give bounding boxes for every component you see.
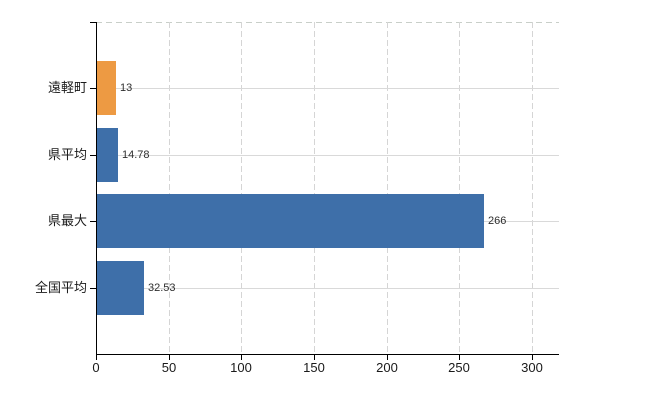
bar-value-label: 32.53 xyxy=(148,282,176,294)
y-tick xyxy=(90,155,96,156)
plot-top-border xyxy=(96,22,559,23)
category-label-全国平均: 全国平均 xyxy=(34,280,87,295)
y-gridline xyxy=(96,155,559,156)
x-axis-line xyxy=(96,354,559,355)
x-gridline xyxy=(314,22,315,354)
category-label-県最大: 県最大 xyxy=(47,213,87,228)
bar-value-label: 13 xyxy=(120,82,133,94)
x-gridline xyxy=(387,22,388,354)
y-axis-line xyxy=(96,22,97,355)
y-tick xyxy=(90,288,96,289)
x-tick xyxy=(532,355,533,360)
x-tick-label: 0 xyxy=(92,360,100,375)
x-gridline xyxy=(169,22,170,354)
x-tick xyxy=(169,355,170,360)
x-tick xyxy=(241,355,242,360)
x-tick xyxy=(96,355,97,360)
category-label-遠軽町: 遠軽町 xyxy=(47,80,87,95)
x-tick-label: 100 xyxy=(230,360,252,375)
x-gridline xyxy=(532,22,533,354)
category-label-県平均: 県平均 xyxy=(47,147,87,162)
x-tick-label: 250 xyxy=(448,360,470,375)
bar-県平均 xyxy=(97,128,118,182)
x-tick-label: 300 xyxy=(521,360,543,375)
y-gridline xyxy=(96,288,559,289)
y-tick xyxy=(90,221,96,222)
x-tick-label: 200 xyxy=(376,360,398,375)
bar-県最大 xyxy=(97,194,484,248)
y-tick xyxy=(90,88,96,89)
x-tick xyxy=(387,355,388,360)
x-tick xyxy=(459,355,460,360)
bar-value-label: 14.78 xyxy=(122,149,150,161)
y-gridline xyxy=(96,88,559,89)
x-gridline xyxy=(241,22,242,354)
bar-value-label: 266 xyxy=(488,215,507,227)
x-tick-label: 150 xyxy=(303,360,325,375)
y-axis-end-tick xyxy=(90,22,96,23)
x-tick xyxy=(314,355,315,360)
bar-遠軽町 xyxy=(97,61,116,115)
bar-全国平均 xyxy=(97,261,144,315)
x-tick-label: 50 xyxy=(161,360,177,375)
x-gridline xyxy=(459,22,460,354)
